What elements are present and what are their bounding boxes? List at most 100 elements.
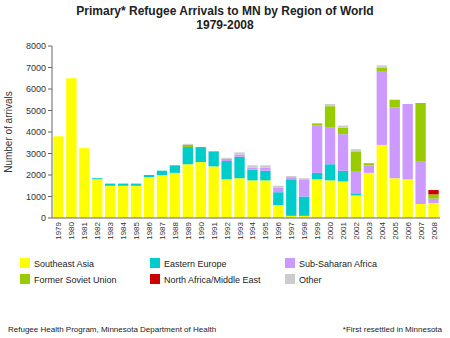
bar-segment — [273, 186, 283, 188]
bar-segment — [53, 136, 63, 137]
x-tick-label: 1991 — [210, 221, 219, 239]
legend-label: Sub-Saharan Africa — [299, 259, 377, 269]
bar-segment — [351, 193, 361, 195]
bar-segment — [364, 163, 374, 164]
x-axis: 1979198019811982198319841985198619871988… — [52, 218, 440, 240]
bar-segment — [66, 78, 76, 79]
bar-segment — [260, 180, 270, 218]
y-tick — [48, 153, 52, 154]
x-tick-label: 1994 — [248, 221, 257, 239]
bar-segment — [390, 107, 400, 178]
bar-segment — [247, 170, 257, 181]
y-tick — [48, 132, 52, 133]
x-tick-label: 1988 — [171, 221, 180, 239]
bar-segment — [273, 205, 283, 218]
bar-segment — [247, 165, 257, 167]
bar-segment — [183, 144, 193, 145]
bar-segment — [221, 159, 231, 161]
bar-segment — [351, 172, 361, 194]
y-tick-label: 1000 — [26, 192, 46, 202]
x-tick-label: 2004 — [378, 221, 387, 239]
bar-segment — [208, 151, 218, 166]
bar-segment — [105, 183, 115, 184]
x-tick-label: 1983 — [106, 221, 115, 239]
legend-label: Other — [299, 275, 322, 285]
x-tick-label: 1989 — [184, 221, 193, 239]
bar-segment — [234, 157, 244, 179]
bar-segment — [325, 128, 335, 165]
bar-segment — [364, 173, 374, 218]
bar-segment — [415, 204, 425, 218]
legend-swatch — [285, 258, 295, 268]
y-tick-label: 5000 — [26, 106, 46, 116]
bar-segment — [260, 171, 270, 181]
bar-segment — [170, 165, 180, 166]
bar-segment — [157, 170, 167, 171]
bar-segment — [118, 184, 128, 186]
x-tick-label: 1992 — [223, 221, 232, 239]
x-tick-label: 1982 — [93, 221, 102, 239]
bar-segment — [53, 136, 63, 137]
bar-segment — [415, 161, 425, 204]
bar-segment — [183, 144, 193, 145]
bar-segment — [338, 134, 348, 171]
y-tick — [48, 89, 52, 90]
bar-segment — [92, 178, 102, 179]
bar-segment — [402, 179, 412, 218]
bar-segment — [428, 190, 438, 194]
bar-segment — [208, 166, 218, 218]
bar-segment — [428, 194, 438, 198]
bar-segment — [157, 170, 167, 171]
bar-segment — [118, 186, 128, 218]
bar-segment — [196, 147, 206, 162]
bar-segment — [53, 136, 63, 137]
bar-segment — [79, 148, 89, 149]
bar-segment — [351, 149, 361, 151]
y-tick-label: 2000 — [26, 170, 46, 180]
y-axis-line — [52, 46, 53, 218]
bar-segment — [66, 78, 76, 79]
x-tick-label: 1986 — [145, 221, 154, 239]
bar-segment — [312, 123, 322, 124]
x-tick-label: 1995 — [261, 221, 270, 239]
bar-segment — [196, 162, 206, 218]
bar-segment — [196, 147, 206, 148]
bar-segment — [144, 175, 154, 176]
bar-segment — [105, 183, 115, 184]
y-tick-label: 3000 — [26, 149, 46, 159]
x-tick-label: 2007 — [417, 221, 426, 239]
bar-segment — [312, 173, 322, 179]
x-tick-label: 1997 — [287, 221, 296, 239]
bar-segment — [415, 103, 425, 161]
bar-segment — [208, 151, 218, 152]
bar-segment — [131, 186, 141, 218]
bar-segment — [79, 148, 89, 149]
x-tick-label: 2003 — [365, 221, 374, 239]
x-tick-label: 1987 — [158, 221, 167, 239]
bar-segment — [234, 152, 244, 154]
x-tick-label: 1980 — [67, 221, 76, 239]
bar-segment — [157, 170, 167, 171]
x-axis-line — [52, 218, 440, 219]
bar-segment — [196, 147, 206, 148]
x-tick-label: 2000 — [326, 221, 335, 239]
legend-swatch — [20, 258, 30, 268]
bar-segment — [273, 192, 283, 205]
bar-segment — [390, 178, 400, 218]
bar-segment — [415, 102, 425, 103]
x-tick-label: 1998 — [300, 221, 309, 239]
bar-segment — [286, 177, 296, 178]
bar-segment — [364, 163, 374, 165]
bar-segment — [299, 179, 309, 180]
y-tick-label: 0 — [41, 213, 46, 223]
bar-segment — [390, 99, 400, 100]
bar-segment — [79, 148, 89, 218]
bar-segment — [92, 178, 102, 179]
bar-segment — [338, 128, 348, 134]
bar-segment — [351, 151, 361, 171]
bar-segment — [131, 183, 141, 184]
bar-segment — [79, 148, 89, 149]
bar-segment — [53, 136, 63, 218]
legend-swatch — [150, 274, 160, 284]
bar-segment — [221, 158, 231, 159]
